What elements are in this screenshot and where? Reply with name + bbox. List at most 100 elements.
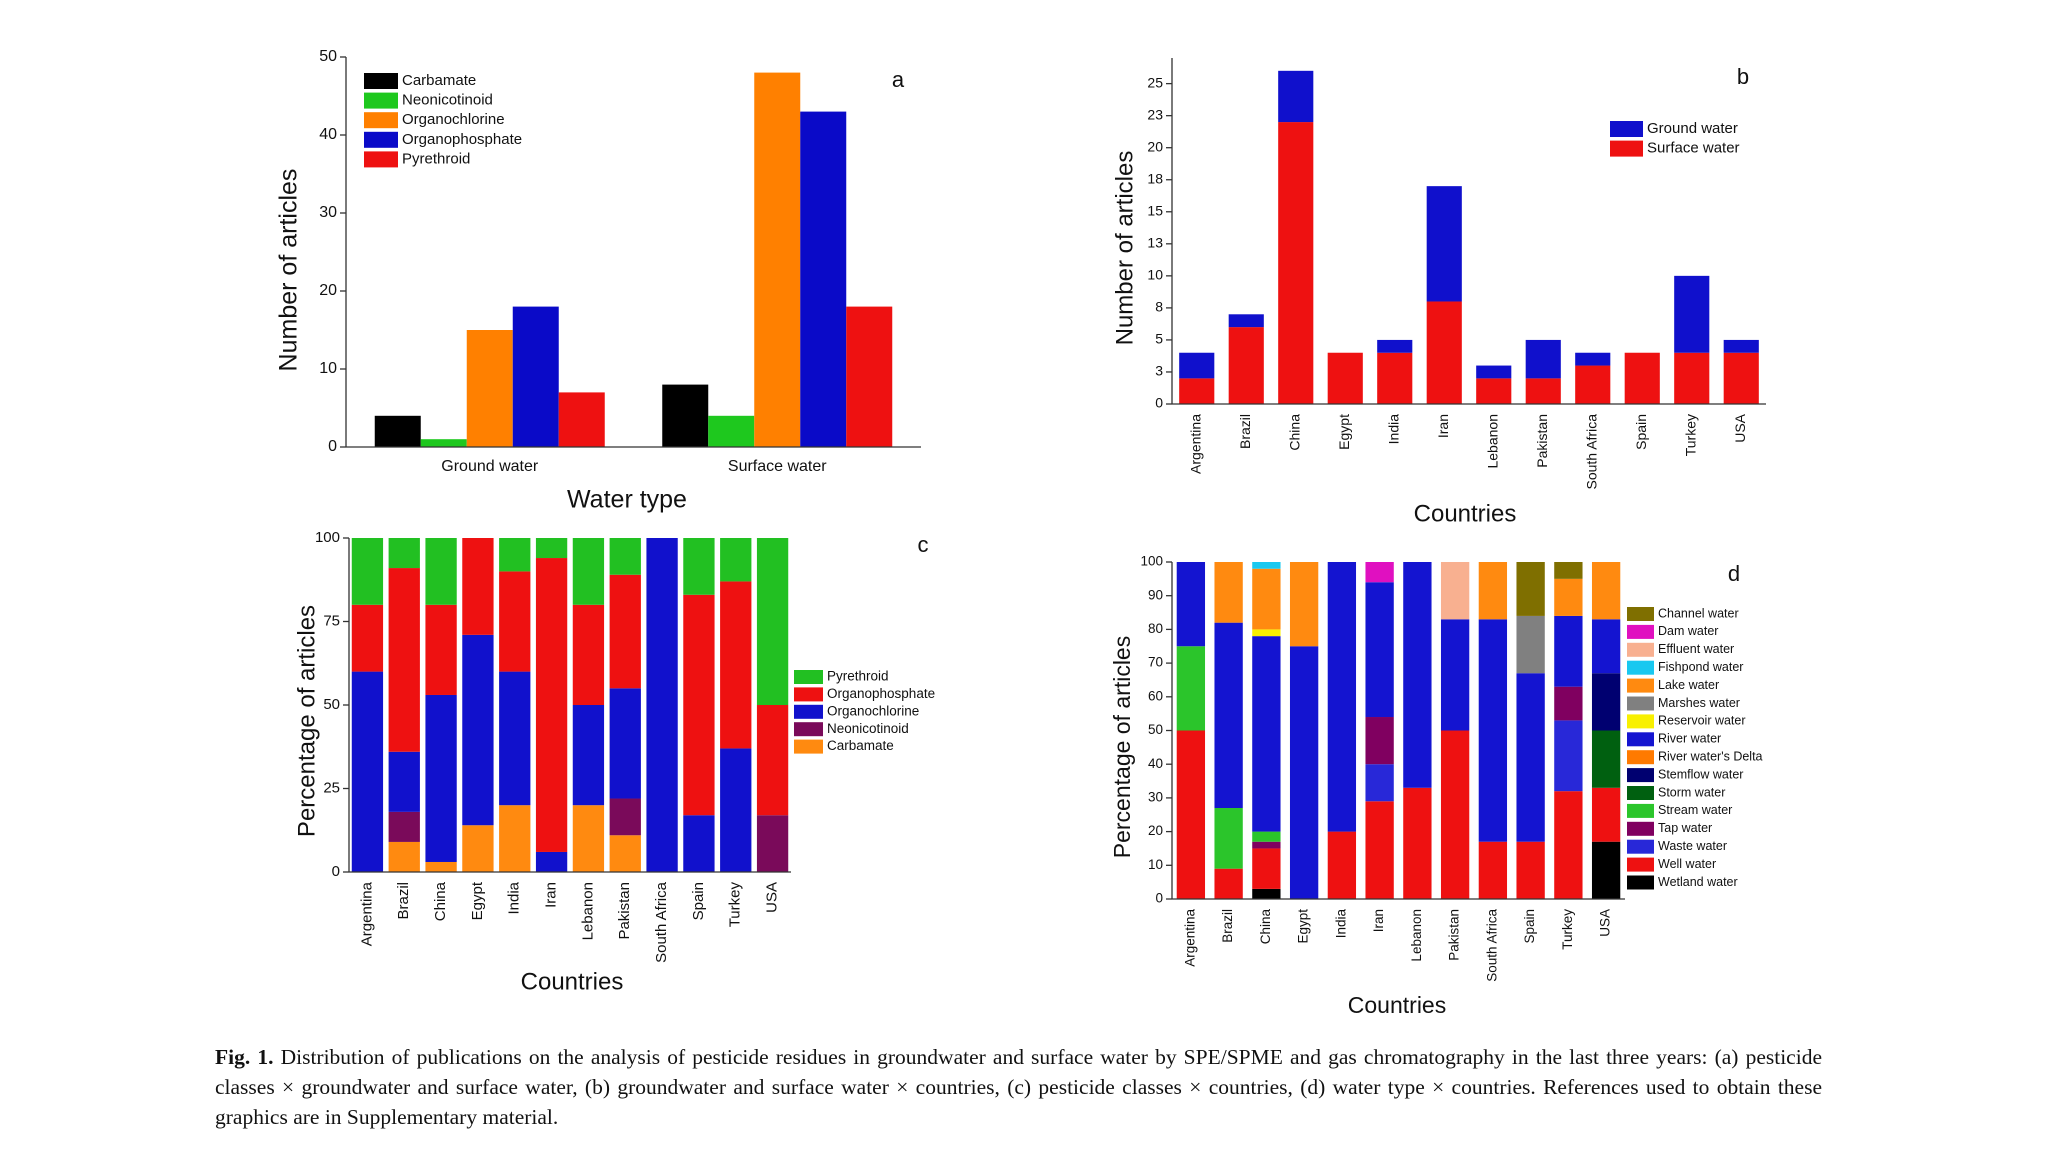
x-tick-label: Egypt xyxy=(1296,909,1311,944)
y-tick-label: 20 xyxy=(319,282,337,299)
x-tick-label: Surface water xyxy=(728,458,827,475)
bar-segment xyxy=(1365,801,1394,899)
legend-swatch xyxy=(794,722,823,737)
legend-label: River water's Delta xyxy=(1658,749,1763,763)
legend-swatch xyxy=(1627,642,1654,657)
bar-segment xyxy=(1591,787,1621,842)
legend-label: Dam water xyxy=(1658,624,1718,638)
bar-segment xyxy=(1575,352,1611,366)
panel-label: a xyxy=(892,67,905,92)
legend-swatch xyxy=(794,704,823,719)
bar-segment xyxy=(609,574,641,689)
legend-swatch xyxy=(1627,786,1654,800)
bar-segment xyxy=(462,634,494,826)
legend-label: Channel water xyxy=(1658,606,1739,620)
bar xyxy=(754,72,801,447)
bar-segment xyxy=(499,805,531,872)
x-tick-label: Iran xyxy=(543,882,560,908)
bar-segment xyxy=(646,538,678,872)
bar-segment xyxy=(425,694,457,862)
legend-swatch xyxy=(1627,696,1654,711)
bar-segment xyxy=(1426,301,1462,404)
legend-label: Reservoir water xyxy=(1658,714,1746,728)
bar-segment xyxy=(1478,619,1508,842)
y-tick-label: 0 xyxy=(1155,395,1163,411)
legend-label: Stemflow water xyxy=(1658,767,1743,781)
bar-segment xyxy=(499,538,531,572)
legend-label: Wetland water xyxy=(1658,875,1738,889)
bar xyxy=(420,439,467,447)
bar-segment xyxy=(683,594,715,816)
bar-segment xyxy=(756,538,789,705)
bar-segment xyxy=(1516,673,1545,842)
x-tick-label: South Africa xyxy=(1583,414,1599,490)
bar xyxy=(708,415,755,447)
bar-segment xyxy=(1674,275,1710,353)
bar-segment xyxy=(1516,562,1545,616)
y-tick-label: 20 xyxy=(1147,138,1163,154)
y-tick-label: 50 xyxy=(323,696,340,713)
legend-swatch xyxy=(794,687,823,702)
bar-segment xyxy=(425,604,457,695)
bar-segment xyxy=(720,581,752,749)
panel-label: c xyxy=(918,532,929,557)
x-tick-label: Pakistan xyxy=(616,882,633,940)
x-tick-label: Spain xyxy=(1633,414,1649,450)
bar-segment xyxy=(720,748,752,872)
bar-segment xyxy=(1478,562,1508,620)
bar-segment xyxy=(1516,841,1545,899)
bar xyxy=(466,330,513,447)
bar-segment xyxy=(1278,70,1314,123)
legend-label: Neonicotinoid xyxy=(827,721,909,736)
y-tick-label: 10 xyxy=(319,360,337,377)
legend-swatch xyxy=(364,151,398,168)
y-tick-label: 0 xyxy=(332,863,340,880)
bar-segment xyxy=(1252,888,1281,899)
caption: Fig. 1. Distribution of publications on … xyxy=(215,1042,1822,1132)
bar-segment xyxy=(1179,378,1215,404)
x-tick-label: Brazil xyxy=(1220,909,1235,943)
y-tick-label: 70 xyxy=(1148,655,1163,670)
bar-segment xyxy=(1214,562,1243,623)
x-axis-title: Water type xyxy=(567,486,687,514)
x-tick-label: USA xyxy=(764,882,781,913)
y-tick-label: 50 xyxy=(1148,722,1163,737)
bar-segment xyxy=(1252,831,1281,842)
legend-swatch xyxy=(1610,140,1643,157)
x-tick-label: Iran xyxy=(1435,414,1451,438)
bar-segment xyxy=(1252,848,1281,889)
bar-segment xyxy=(1525,339,1561,379)
legend-label: Pyrethroid xyxy=(827,669,889,684)
legend-label: Stream water xyxy=(1658,803,1732,817)
bar-segment xyxy=(462,538,494,635)
x-tick-label: Turkey xyxy=(727,882,744,928)
bar-segment xyxy=(1591,841,1621,899)
x-tick-label: Brazil xyxy=(395,882,412,920)
bar-segment xyxy=(1176,562,1206,647)
bar-segment xyxy=(535,851,568,872)
bar-segment xyxy=(1591,730,1621,788)
bar-segment xyxy=(351,671,384,872)
bar-segment xyxy=(1575,365,1611,404)
y-tick-label: 8 xyxy=(1155,299,1163,315)
bar-segment xyxy=(1214,868,1243,899)
bar-segment xyxy=(388,568,420,752)
bar-segment xyxy=(1327,831,1357,899)
y-axis-title: Number of articles xyxy=(1111,151,1138,346)
legend-label: Ground water xyxy=(1647,120,1738,137)
legend-swatch xyxy=(1627,768,1654,783)
y-tick-label: 20 xyxy=(1148,823,1163,838)
y-tick-label: 10 xyxy=(1148,857,1163,872)
legend-label: Effluent water xyxy=(1658,642,1734,656)
caption-label: Fig. 1. xyxy=(215,1045,274,1069)
bar-segment xyxy=(351,538,384,605)
x-tick-label: Argentina xyxy=(1182,909,1197,967)
legend-label: Waste water xyxy=(1658,839,1727,853)
bar-segment xyxy=(388,811,420,842)
legend-label: River water xyxy=(1658,732,1721,746)
x-tick-label: Iran xyxy=(1371,909,1386,932)
legend-label: Neonicotinoid xyxy=(402,92,493,109)
x-tick-label: China xyxy=(432,881,449,921)
